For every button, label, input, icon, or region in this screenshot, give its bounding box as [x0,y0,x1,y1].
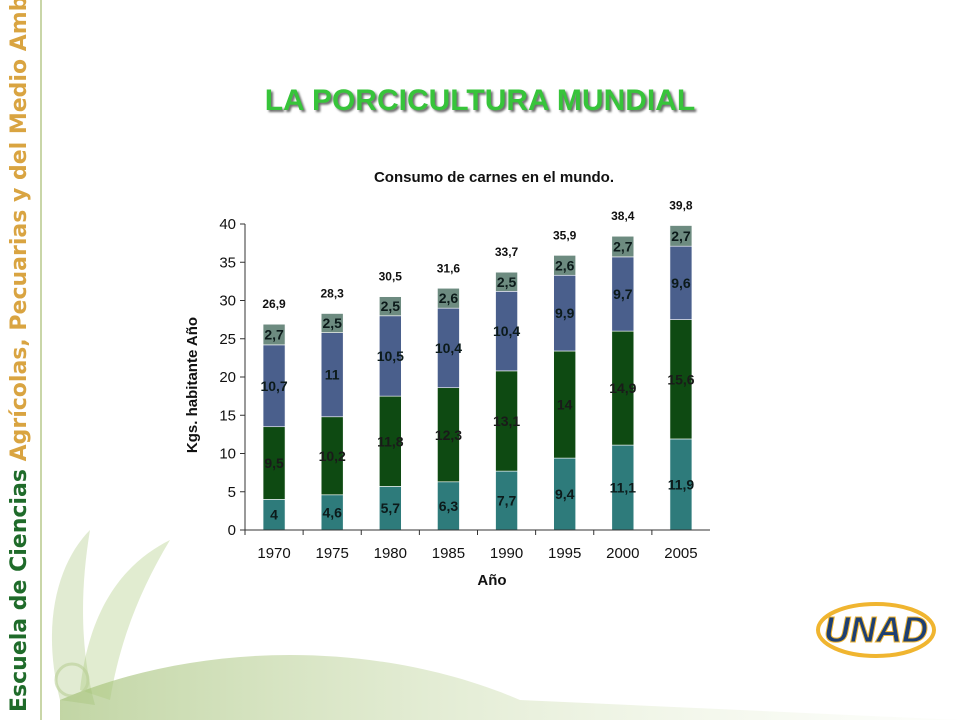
bar-segment [553,255,576,276]
bar-segment [437,287,460,309]
total-label: 33,7 [495,245,519,259]
bar-data-label: 10,2 [319,448,346,464]
x-tick-label: 1970 [257,545,290,562]
bar-segment [262,323,286,346]
total-label: 35,9 [553,228,577,242]
total-label: 38,4 [611,209,635,223]
bar-data-label: 14,9 [609,380,636,396]
flower-ornament [54,662,90,698]
total-label: 26,9 [262,297,286,311]
leaf-swoosh-2 [80,540,170,700]
y-axis-label: Kgs. habitante Año [184,317,201,453]
bar-data-label: 9,9 [555,305,575,321]
bar-data-label: 2,7 [671,228,691,244]
bar-data-label: 7,7 [497,493,517,509]
bar-data-label: 9,7 [613,286,633,302]
bar-data-label: 11,9 [668,476,695,492]
bar-data-label: 11,1 [610,480,637,496]
total-label: 30,5 [379,270,403,284]
bar-segment [495,271,518,292]
bar-data-label: 2,6 [439,290,459,306]
bars: 4 9,5 10,7 2,7 4,6 10,2 11 2,5 5,7 11,8 10,5 2,5 6,3… [260,225,695,531]
y-tick-label: 0 [228,522,236,539]
bar-data-label: 4,6 [322,504,342,520]
slide-title: LA PORCICULTURA MUNDIAL [264,84,696,117]
bar-data-label: 2,5 [381,298,401,314]
y-tick-label: 30 [219,293,236,310]
bar-segment [379,296,402,317]
bar-segment [611,235,635,258]
y-tick-label: 40 [219,216,236,233]
bar-data-label: 4 [270,507,278,523]
total-label: 39,8 [669,199,693,213]
total-label: 31,6 [437,261,461,275]
bar-data-label: 2,5 [497,274,517,290]
y-tick-label: 35 [219,254,236,271]
logo-ring [816,602,936,658]
bar-data-label: 12,3 [435,427,462,443]
bar-data-label: 15,6 [667,371,694,387]
bar-data-label: 9,6 [671,275,691,291]
bar-data-label: 9,4 [555,486,575,502]
x-axis-ticks: 1970 1975 1980 1985 1990 1995 2000 2005 [244,530,698,562]
y-tick-label: 20 [219,369,236,386]
leaf-swoosh-1 [60,655,960,720]
leaf-swoosh-3 [51,530,95,705]
x-tick-label: 1980 [374,545,407,562]
bar-segment [320,313,344,333]
x-axis-label: Año [477,572,506,589]
bar-segment [669,225,693,247]
total-label: 28,3 [321,287,345,301]
bar-data-label: 6,3 [439,498,459,514]
meat-consumption-chart: Consumo de carnes en el mundo. Kgs. habi… [184,169,710,589]
y-axis-ticks: 0 5 10 15 20 25 30 35 40 [219,216,245,539]
chart-title: Consumo de carnes en el mundo. [374,169,614,186]
bar-data-label: 10,7 [260,378,287,394]
bar-data-label: 11,8 [377,433,404,449]
bar-data-label: 10,5 [377,348,404,364]
bar-data-label: 2,5 [322,315,342,331]
bar-data-label: 11 [325,367,340,383]
bar-data-label: 13,1 [493,413,520,429]
unad-logo: UNAD [812,590,942,670]
bar-data-label: 2,6 [555,257,575,273]
y-tick-label: 15 [219,407,236,424]
total-labels: 26,9 28,3 30,5 31,6 33,7 35,9 38,4 39,8 [262,199,693,312]
x-tick-label: 2000 [606,545,639,562]
y-tick-label: 10 [219,446,236,463]
bar-data-label: 9,5 [264,455,284,471]
bar-data-label: 14 [557,397,573,413]
bar-data-label: 5,7 [381,500,401,516]
bar-data-label: 10,4 [493,323,520,339]
y-tick-label: 25 [219,331,236,348]
y-tick-label: 5 [228,484,236,501]
bar-data-label: 2,7 [613,239,633,255]
x-tick-label: 1975 [316,545,349,562]
x-tick-label: 1995 [548,545,581,562]
bar-data-label: 10,4 [435,340,462,356]
x-tick-label: 1985 [432,545,465,562]
x-tick-label: 1990 [490,545,523,562]
sidebar: Escuela de Ciencias Agrícolas, Pecuarias… [0,0,42,720]
bar-data-label: 2,7 [264,327,284,343]
logo-text: UNAD [824,609,928,650]
x-tick-label: 2005 [664,545,697,562]
